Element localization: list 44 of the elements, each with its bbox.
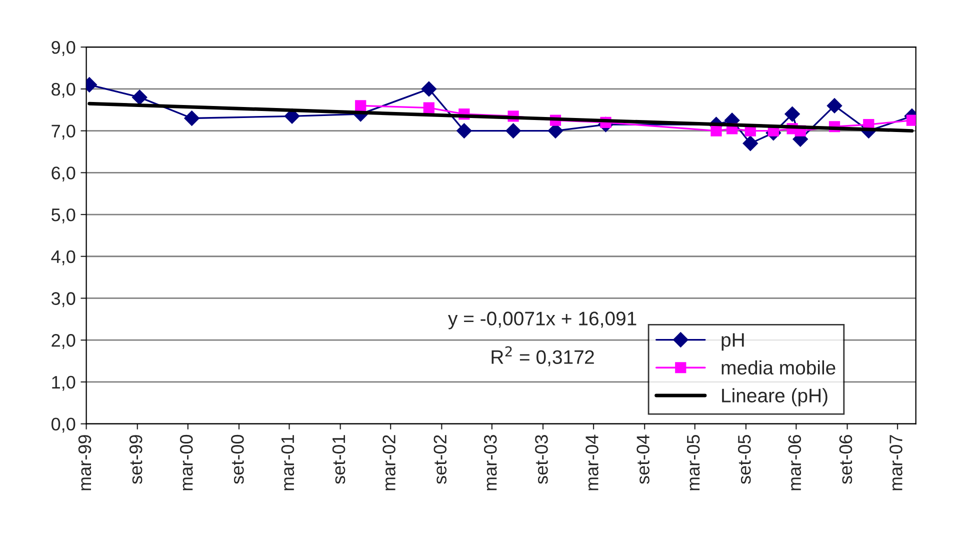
legend-label: pH	[722, 333, 744, 351]
legend-label: media mobile	[722, 360, 836, 375]
y-tick-label: 9,0	[52, 41, 76, 56]
x-tick-label: set-01	[332, 435, 346, 484]
x-tick-label: set-04	[636, 434, 650, 484]
point	[906, 114, 916, 126]
point	[132, 90, 148, 105]
x-tick-label: set-05	[738, 434, 751, 484]
point	[456, 123, 472, 138]
y-tick-label: 1,0	[52, 376, 76, 391]
x-tick-label: mar-00	[180, 434, 193, 490]
point	[784, 106, 800, 122]
x-tick-label: set-02	[434, 435, 447, 484]
y-tick-label: 6,0	[52, 166, 76, 182]
x-tick-label: mar-05	[686, 434, 700, 490]
point	[421, 81, 436, 97]
x-tick-label: set-06	[839, 435, 852, 484]
annotation: R$^{2}$ = 0,3172	[492, 346, 594, 366]
y-tick-label: 0,0	[52, 418, 76, 433]
y-tick-label: 3,0	[51, 292, 76, 308]
y-tick-label: 4,0	[51, 250, 76, 266]
legend-label: Lineare (pH)	[722, 388, 828, 406]
annotation: y = -0,0071x + 16,091	[448, 312, 636, 330]
point	[423, 102, 434, 114]
point	[184, 110, 200, 126]
y-tick-label: 7,0	[52, 124, 76, 140]
x-tick-label: mar-03	[484, 435, 497, 490]
point	[355, 100, 366, 112]
x-tick-label: mar-02	[382, 435, 396, 490]
x-tick-label: mar-01	[281, 435, 294, 490]
y-tick-label: 5,0	[52, 208, 76, 224]
y-tick-label: 2,0	[52, 334, 76, 349]
x-tick-label: mar-99	[78, 435, 92, 490]
point	[506, 123, 521, 138]
x-tick-label: mar-04	[586, 434, 598, 490]
x-tick-label: set-99	[129, 435, 142, 484]
point	[710, 125, 722, 136]
x-tick-label: set-00	[231, 434, 244, 484]
x-tick-label: set-03	[535, 435, 548, 484]
point	[742, 136, 758, 151]
x-tick-label: mar-07	[890, 435, 902, 490]
y-tick-label: 8,0	[52, 82, 76, 98]
x-tick-label: mar-06	[788, 435, 802, 490]
point	[826, 98, 842, 114]
